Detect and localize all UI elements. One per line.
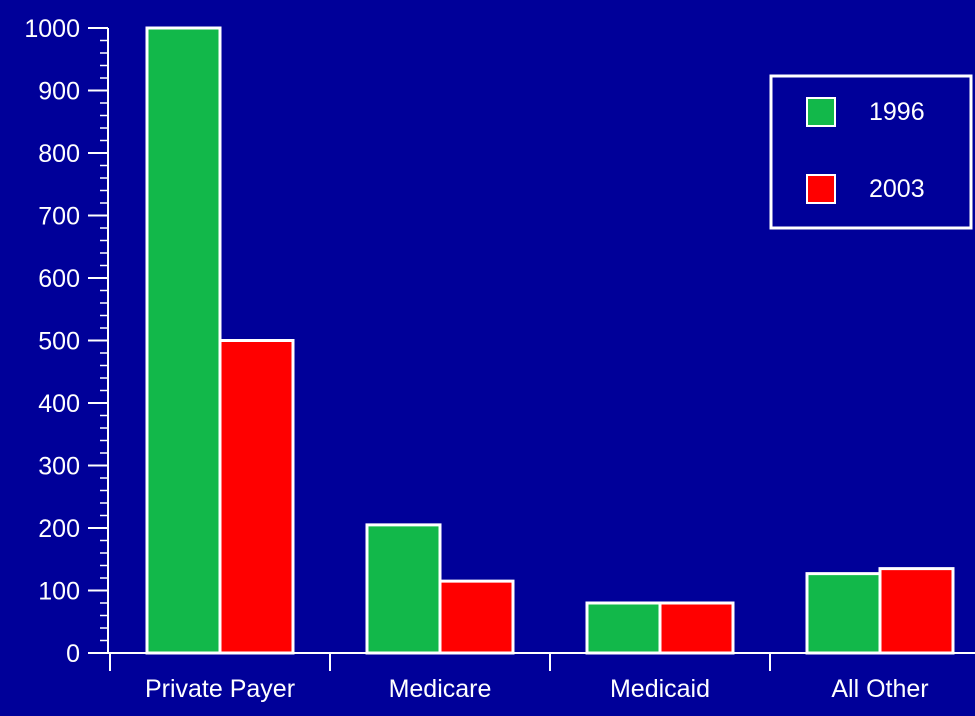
bar-2003-all-other — [878, 567, 955, 655]
legend-box — [769, 74, 973, 230]
y-tick-label: 300 — [38, 453, 80, 481]
bar-1996-medicaid — [585, 601, 662, 655]
x-category-label: Private Payer — [145, 675, 295, 703]
y-axis-ticks: 0 100 200 300 400 500 600 700 800 900 1000 — [24, 15, 108, 668]
legend: 1996 2003 — [769, 74, 973, 230]
bars — [145, 26, 955, 655]
y-tick-label: 100 — [38, 578, 80, 606]
bar-1996-medicare — [365, 523, 442, 655]
bar-1996-private-payer — [145, 26, 222, 655]
x-category-label: All Other — [831, 675, 928, 703]
x-category-label: Medicare — [389, 675, 492, 703]
y-tick-label: 900 — [38, 78, 80, 106]
x-category-label: Medicaid — [610, 675, 710, 703]
y-tick-label: 600 — [38, 265, 80, 293]
y-tick-label: 200 — [38, 515, 80, 543]
y-tick-label: 400 — [38, 390, 80, 418]
legend-swatch-1996 — [806, 97, 836, 127]
y-tick-label: 500 — [38, 328, 80, 356]
legend-label-2003: 2003 — [869, 175, 925, 203]
x-axis-labels: Private Payer Medicare Medicaid All Other — [145, 675, 929, 703]
bar-2003-medicaid — [658, 601, 735, 655]
legend-swatch-2003 — [806, 174, 836, 204]
y-tick-label: 1000 — [24, 15, 80, 43]
bar-2003-private-payer — [218, 339, 295, 655]
legend-label-1996: 1996 — [869, 98, 925, 126]
bar-1996-all-other — [805, 572, 882, 655]
bar-2003-medicare — [438, 579, 515, 655]
y-tick-label: 0 — [66, 640, 80, 668]
y-tick-label: 800 — [38, 140, 80, 168]
y-tick-label: 700 — [38, 203, 80, 231]
